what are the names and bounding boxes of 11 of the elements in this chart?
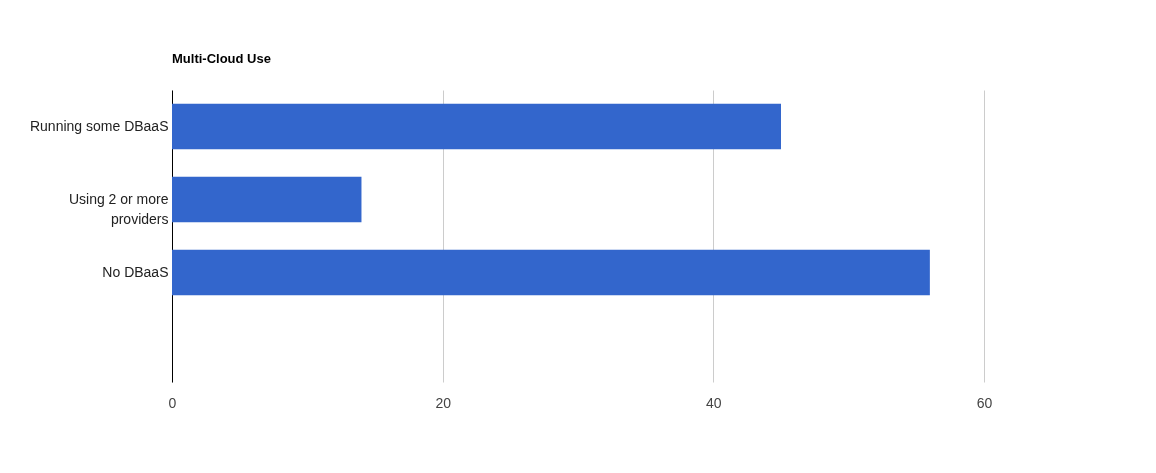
y-tick-label: Running some DBaaS bbox=[29, 117, 169, 134]
y-tick-label: No DBaaS bbox=[102, 263, 169, 280]
bar bbox=[172, 103, 781, 150]
bar bbox=[172, 176, 362, 223]
x-tick-label: 20 bbox=[435, 394, 452, 411]
x-tick-label: 0 bbox=[168, 394, 177, 411]
x-tick-label: 40 bbox=[706, 394, 722, 411]
bar bbox=[172, 249, 930, 296]
y-tick-label: Using 2 or more providers bbox=[68, 190, 169, 227]
x-tick-label: 60 bbox=[976, 394, 993, 411]
chart-title: Multi-Cloud Use bbox=[172, 51, 271, 66]
